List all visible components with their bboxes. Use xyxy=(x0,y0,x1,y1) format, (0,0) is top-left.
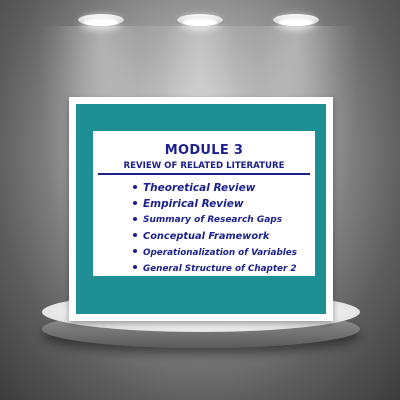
bullet-icon xyxy=(133,249,137,254)
ceiling-light-lamp xyxy=(279,19,313,26)
slide-background: MODULE 3 REVIEW OF RELATED LITERATURE Th… xyxy=(76,104,326,314)
slide-subtitle: REVIEW OF RELATED LITERATURE xyxy=(123,161,285,171)
topic-label: Conceptual Framework xyxy=(143,230,270,242)
bullet-icon xyxy=(133,216,137,221)
topic-label: Theoretical Review xyxy=(143,182,256,194)
ceiling-light-icon xyxy=(78,14,124,30)
list-item: Summary of Research Gaps xyxy=(133,212,297,228)
ceiling-light-lamp xyxy=(183,19,217,26)
ceiling-light-icon xyxy=(273,14,319,30)
list-item: Conceptual Framework xyxy=(133,229,297,245)
slide-title: MODULE 3 xyxy=(164,143,244,158)
ceiling-light-lamp xyxy=(84,19,118,26)
slide-content-panel: MODULE 3 REVIEW OF RELATED LITERATURE Th… xyxy=(93,131,315,276)
list-item: Empirical Review xyxy=(133,196,297,212)
list-item: General Structure of Chapter 2 xyxy=(133,261,297,277)
list-item: Theoretical Review xyxy=(133,180,297,196)
topic-label: General Structure of Chapter 2 xyxy=(143,263,297,274)
bullet-icon xyxy=(133,265,137,270)
topic-label: Summary of Research Gaps xyxy=(143,215,283,226)
bullet-icon xyxy=(133,185,137,189)
bullet-icon xyxy=(133,201,137,206)
ceiling-light-icon xyxy=(177,14,223,30)
list-item: Operationalization of Variables xyxy=(133,245,297,261)
topic-list: Theoretical Review Empirical Review Summ… xyxy=(133,180,297,277)
bullet-icon xyxy=(133,232,137,237)
slide-frame: MODULE 3 REVIEW OF RELATED LITERATURE Th… xyxy=(69,97,333,321)
title-divider xyxy=(98,173,310,175)
topic-label: Empirical Review xyxy=(143,198,244,211)
topic-label: Operationalization of Variables xyxy=(143,247,297,258)
